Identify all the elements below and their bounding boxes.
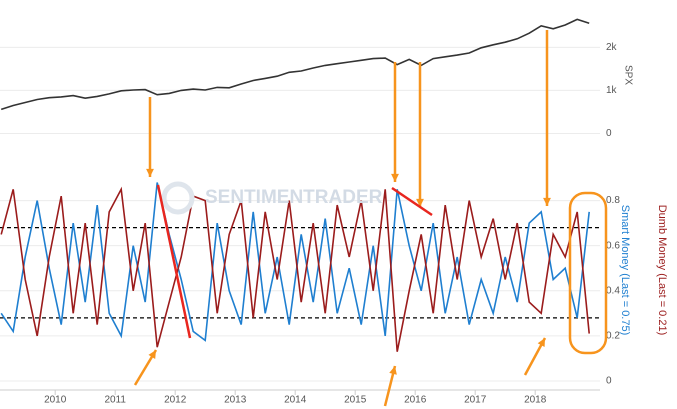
annotations: SENTIMENTRADER (161, 181, 383, 215)
x-tick-label: 2016 (404, 395, 427, 406)
legend-label: Smart Money (Last = 0.75) (619, 205, 631, 336)
arrow-head (148, 350, 156, 359)
x-tick-label: 2013 (224, 395, 247, 406)
legend-label: Dumb Money (Last = 0.21) (656, 205, 668, 336)
arrow-head (389, 366, 397, 375)
y-tick-label: 0.8 (606, 195, 620, 206)
y-tick-label: 0.4 (606, 285, 620, 296)
x-tick-label: 2014 (284, 395, 307, 406)
watermark-logo (161, 181, 195, 215)
y-tick-label: 0 (606, 376, 612, 387)
series-line (0, 18, 590, 111)
series-line (0, 186, 590, 352)
arrow-head (391, 173, 399, 182)
series-line (0, 182, 590, 342)
y-tick-label: 0.2 (606, 331, 620, 342)
x-tick-label: 2015 (344, 395, 367, 406)
x-tick-label: 2012 (164, 395, 187, 406)
x-tick-label: 2010 (44, 395, 67, 406)
x-tick-label: 2011 (104, 395, 126, 406)
y-tick-label: 2k (606, 42, 618, 53)
watermark: SENTIMENTRADER (205, 187, 383, 208)
y-tick-label: 0.6 (606, 240, 620, 251)
arrow-head (543, 197, 551, 206)
y-tick-label: 0 (606, 128, 612, 139)
arrow-head (146, 168, 154, 177)
arrow-head (416, 198, 424, 207)
trend-line (156, 184, 192, 339)
x-tick-label: 2018 (524, 395, 547, 406)
highlight-box (568, 191, 608, 355)
x-tick-label: 2017 (464, 395, 487, 406)
arrow-head (537, 338, 545, 347)
y-axis-label: SPX (622, 65, 633, 85)
trend-line (391, 186, 433, 217)
y-tick-label: 1k (606, 85, 618, 96)
